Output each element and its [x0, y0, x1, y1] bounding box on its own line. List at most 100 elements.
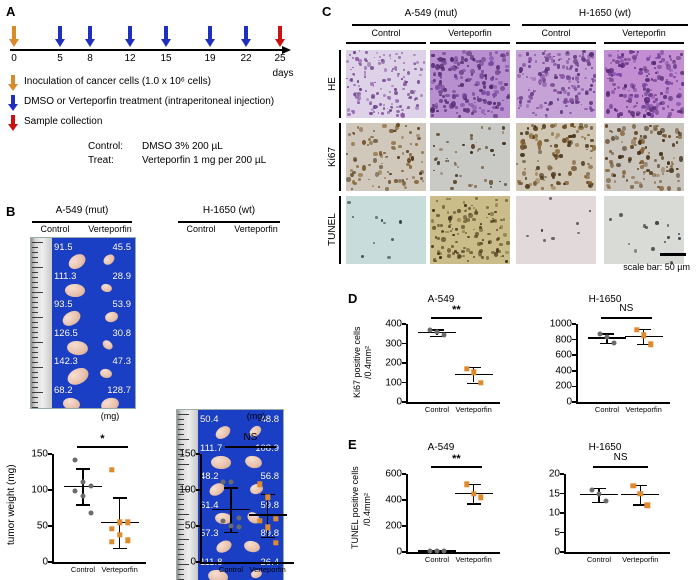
- micrograph-grain: [590, 108, 594, 112]
- micrograph-grain: [439, 98, 444, 103]
- ruler-tick: [32, 342, 43, 344]
- micrograph-grain: [533, 91, 535, 93]
- micrograph-grain: [581, 53, 585, 56]
- panel-b-group-1-col-1: Verteporfin: [234, 224, 278, 234]
- micrograph-grain: [606, 68, 611, 73]
- micrograph-grain: [666, 81, 671, 85]
- micrograph-grain: [554, 136, 559, 140]
- micrograph-grain: [572, 133, 577, 138]
- micrograph-grain: [346, 108, 351, 112]
- micrograph-grain: [463, 57, 468, 62]
- micrograph-grain: [575, 74, 579, 80]
- micrograph-grain: [556, 98, 559, 101]
- micrograph-grain: [475, 211, 479, 215]
- ruler-tick: [32, 297, 38, 298]
- y-tick-label-600: 600: [385, 468, 402, 480]
- micrograph-grain: [393, 178, 399, 184]
- micrograph-grain: [505, 68, 510, 73]
- micrograph-grain: [649, 171, 653, 175]
- micrograph-grain: [472, 96, 476, 100]
- micrograph-grain: [547, 54, 551, 59]
- micrograph-grain: [453, 162, 458, 167]
- micrograph-grain: [391, 69, 394, 72]
- tumor-specimen-control-5: [62, 396, 82, 408]
- micrograph-grain: [591, 145, 596, 151]
- micrograph-grain: [352, 110, 356, 115]
- micrograph-grain: [459, 83, 464, 87]
- ruler-tick: [32, 302, 38, 303]
- micrograph-grain: [604, 67, 608, 71]
- micrograph-grain: [499, 255, 503, 258]
- micrograph-grain: [450, 186, 454, 190]
- micrograph-grain: [406, 150, 409, 154]
- panel-b-group-1-rule: [178, 221, 280, 223]
- micrograph-grain: [480, 126, 483, 129]
- micrograph-grain: [454, 73, 458, 78]
- micrograph-grain: [635, 111, 641, 116]
- ruler-tick: [32, 347, 38, 348]
- error-cap-bottom-1: [466, 503, 481, 505]
- micrograph-grain: [672, 59, 676, 65]
- micrograph-grain: [499, 54, 504, 58]
- micrograph-grain: [661, 133, 665, 137]
- y-axis-line: [576, 324, 578, 403]
- micrograph-grain: [385, 156, 388, 159]
- micrograph-grain: [528, 64, 531, 68]
- micrograph-grain: [516, 97, 519, 100]
- micrograph-grain: [626, 57, 631, 62]
- micrograph-grain: [379, 164, 383, 170]
- micrograph-grain: [410, 156, 415, 161]
- ruler-tick: [178, 469, 184, 470]
- y-tick-label-100: 100: [31, 484, 48, 496]
- micrograph-grain: [577, 65, 579, 67]
- data-point-0-2: [236, 515, 242, 521]
- error-cap-top-1: [466, 366, 481, 369]
- panel-c-row-rule-2: [339, 196, 341, 264]
- micrograph-grain: [567, 58, 570, 61]
- panel-c-letter: C: [322, 4, 332, 19]
- micrograph-grain: [363, 75, 366, 79]
- micrograph-grain: [457, 114, 461, 118]
- micrograph-grain: [545, 57, 549, 62]
- micrograph-grain: [539, 176, 545, 181]
- micrograph-grain: [521, 73, 525, 76]
- error-bar-0: [82, 468, 84, 505]
- micrograph-grain: [641, 95, 644, 98]
- micrograph-grain: [580, 103, 583, 106]
- micrograph-grain: [364, 73, 367, 76]
- micrograph-grain: [622, 170, 627, 176]
- arrow-head: [125, 39, 135, 47]
- micrograph-grain: [666, 64, 671, 70]
- micrograph-grain: [563, 97, 568, 103]
- micrograph-grain: [454, 161, 456, 165]
- y-tick-label-20: 20: [548, 468, 560, 480]
- micrograph-grain: [680, 81, 684, 87]
- micrograph-grain: [488, 85, 493, 89]
- micrograph-grain: [677, 179, 681, 183]
- micrograph-grain: [474, 101, 476, 104]
- micrograph-grain: [592, 78, 596, 82]
- micrograph-grain: [361, 164, 367, 171]
- micrograph-grain: [356, 165, 360, 168]
- micrograph-grain: [350, 173, 355, 178]
- micrograph-grain: [525, 131, 529, 136]
- micrograph-grain: [575, 221, 579, 226]
- micrograph-grain: [558, 57, 563, 61]
- micrograph-grain: [622, 175, 626, 179]
- y-tick-label-1000: 1000: [549, 318, 572, 330]
- error-cap-top-1: [466, 483, 481, 486]
- data-point-1-3: [256, 518, 263, 524]
- panel-b-group-1-col-0: Control: [186, 224, 216, 234]
- micrograph-grain: [368, 164, 371, 167]
- micrograph-grain: [575, 76, 579, 81]
- tumor-weight-control-4: 142.3: [54, 356, 78, 367]
- micrograph-grain: [589, 52, 595, 57]
- micrograph-grain: [552, 55, 555, 58]
- micrograph-grain: [648, 54, 652, 58]
- micrograph-grain: [618, 111, 623, 116]
- data-point-1-2: [647, 341, 654, 347]
- micrograph-grain: [644, 146, 648, 150]
- micrograph-grain: [678, 237, 682, 241]
- micrograph-grain: [444, 231, 447, 233]
- micrograph-grain: [462, 219, 467, 224]
